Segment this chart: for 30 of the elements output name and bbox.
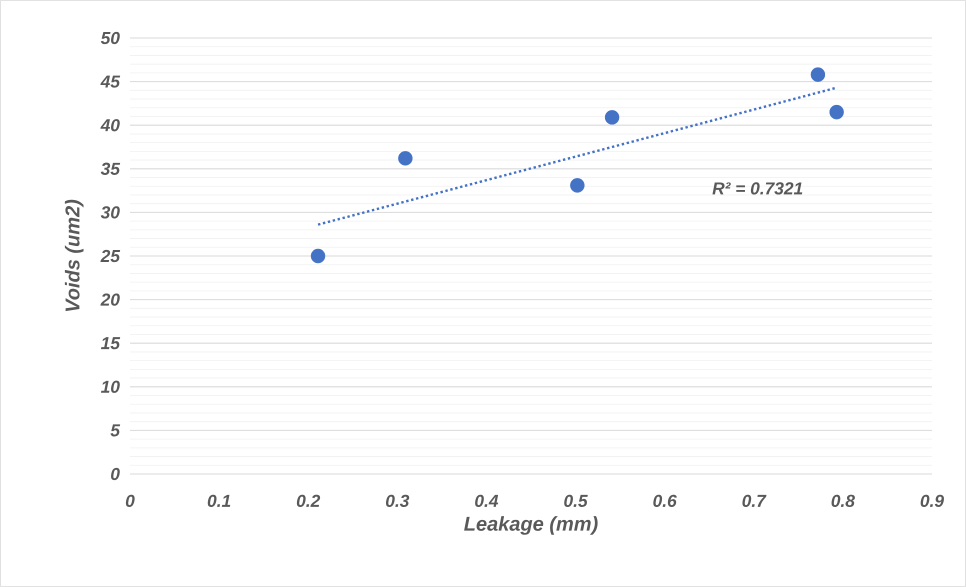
y-axis-title: Voids (um2) <box>64 200 84 312</box>
point <box>604 110 620 125</box>
x-tick-label: 0.5 <box>564 494 588 507</box>
point <box>398 151 413 166</box>
y-tick-label: 25 <box>100 250 120 262</box>
point <box>310 248 326 264</box>
y-tick-label: 20 <box>100 293 120 306</box>
point <box>570 178 585 193</box>
y-tick-label: 45 <box>100 76 120 88</box>
x-tick-label: 0.8 <box>832 494 855 507</box>
x-tick-label: 0.1 <box>208 494 230 507</box>
annotation: R² = 0.7321 <box>712 182 802 195</box>
x-tick-label: 0.7 <box>742 494 766 507</box>
x-tick-label: 0 <box>126 494 135 507</box>
y-tick-label: 30 <box>100 206 120 219</box>
x-tick-label: 0.4 <box>475 494 498 507</box>
x-axis-title: Leakage (mm) <box>464 516 598 535</box>
y-tick-label: 10 <box>100 380 120 393</box>
y-tick-label: 35 <box>100 162 120 175</box>
y-tick-label: 15 <box>100 337 120 350</box>
y-tick-label: 0 <box>111 468 120 480</box>
y-tick-label: 40 <box>100 119 120 132</box>
x-tick-label: 0.3 <box>386 494 410 507</box>
point <box>829 104 844 120</box>
x-tick-label: 0.6 <box>653 494 677 507</box>
x-tick-label: 0.2 <box>296 494 320 507</box>
x-tick-label: 0.9 <box>920 494 944 507</box>
point <box>810 67 826 82</box>
y-tick-label: 5 <box>110 424 120 436</box>
y-tick-label: 50 <box>100 32 120 44</box>
